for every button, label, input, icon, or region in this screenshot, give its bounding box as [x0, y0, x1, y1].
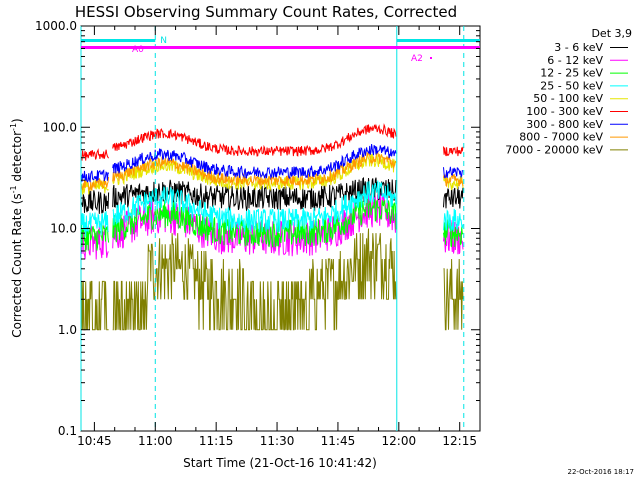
series-line: [80, 196, 464, 252]
chart-title: HESSI Observing Summary Count Rates, Cor…: [75, 3, 457, 21]
legend-label: 100 - 300 keV: [526, 105, 603, 118]
y-tick-label: 1.0: [58, 323, 77, 337]
legend-header: Det 3,9: [591, 27, 632, 40]
series-line: [80, 144, 464, 183]
x-tick-label: 11:15: [199, 434, 234, 448]
legend-label: 3 - 6 keV: [554, 41, 603, 54]
y-tick-label: 1000.0: [35, 19, 77, 33]
series-line: [81, 123, 464, 161]
legend-label: 300 - 800 keV: [526, 118, 603, 131]
legend-label: 12 - 25 keV: [540, 67, 603, 80]
x-tick-label: 10:45: [77, 434, 112, 448]
flag-bar: [396, 39, 480, 42]
x-tick-label: 11:00: [138, 434, 173, 448]
x-tick-label: 11:45: [321, 434, 356, 448]
y-tick-label: 0.1: [58, 424, 77, 438]
overlay-layer: N A0 A2: [80, 26, 480, 431]
y-tick-label: 100.0: [43, 120, 77, 134]
series-line: [80, 228, 464, 331]
attenuator-label: A0: [132, 45, 144, 55]
attenuator-bar: [81, 46, 480, 49]
series-line: [80, 180, 464, 237]
legend-label: 25 - 50 keV: [540, 79, 603, 92]
footer-date: 22-Oct-2016 18:17: [568, 468, 634, 476]
x-tick-label: 12:15: [442, 434, 477, 448]
x-tick-label: 11:30: [260, 434, 295, 448]
legend-label: 50 - 100 keV: [533, 92, 603, 105]
legend-label: 7000 - 20000 keV: [505, 143, 603, 156]
y-axis-label: Corrected Count Rate (s-1 detector-1): [9, 118, 24, 337]
series-layer: [80, 123, 464, 331]
x-tick-label: 12:00: [382, 434, 417, 448]
attenuator-dot: [430, 57, 432, 59]
legend-label: 800 - 7000 keV: [519, 131, 603, 144]
y-tick-label: 10.0: [50, 222, 77, 236]
flag-label: N: [160, 36, 167, 46]
attenuator-label: A2: [411, 54, 423, 64]
legend-label: 6 - 12 keV: [547, 54, 603, 67]
axis-layer: 0.1 1.0 10.0 100.0 1000.0 10:45 11:00 11:15 11:3…: [35, 19, 481, 448]
x-axis-label: Start Time (21-Oct-16 10:41:42): [183, 456, 377, 470]
flag-bar: [81, 39, 156, 42]
